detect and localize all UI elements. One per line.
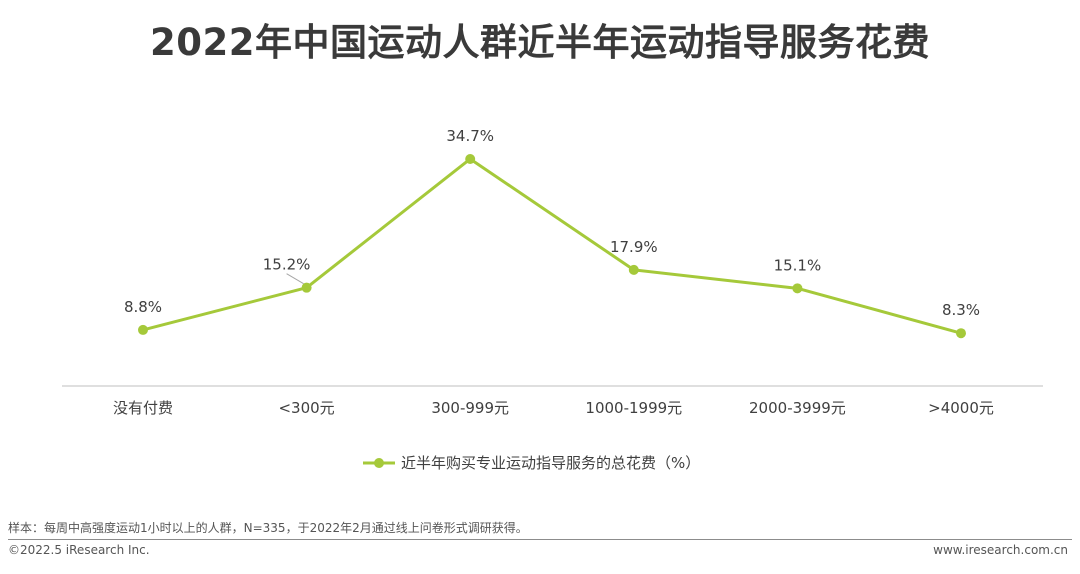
data-point-3 bbox=[628, 264, 639, 275]
data-label-5: 8.3% bbox=[942, 301, 980, 319]
data-point-5 bbox=[956, 328, 966, 339]
series-line bbox=[142, 157, 962, 335]
website-link[interactable]: www.iresearch.com.cn bbox=[933, 543, 1068, 557]
data-label-1: 15.2% bbox=[263, 256, 311, 274]
x-tick-label-3: 1000-1999元 bbox=[585, 399, 682, 417]
data-point-0 bbox=[138, 324, 148, 335]
x-tick-label-2: 300-999元 bbox=[431, 399, 509, 417]
data-label-leader bbox=[286, 273, 304, 285]
x-tick-label-0: 没有付费 bbox=[113, 399, 173, 417]
copyright: ©2022.5 iResearch Inc. bbox=[8, 543, 150, 557]
chart-title: 2022年中国运动人群近半年运动指导服务花费 bbox=[150, 21, 930, 64]
data-label-4: 15.1% bbox=[774, 256, 822, 274]
x-tick-label-1: <300元 bbox=[278, 399, 334, 417]
data-label-3: 17.9% bbox=[610, 238, 658, 256]
legend-marker bbox=[374, 458, 384, 468]
footer-divider bbox=[8, 539, 1072, 540]
data-label-2: 34.7% bbox=[446, 127, 494, 145]
data-point-1 bbox=[301, 282, 312, 293]
legend-label: 近半年购买专业运动指导服务的总花费（%） bbox=[401, 454, 700, 472]
data-point-2 bbox=[465, 153, 476, 164]
data-label-0: 8.8% bbox=[124, 298, 162, 316]
x-tick-label-4: 2000-3999元 bbox=[749, 399, 846, 417]
data-point-4 bbox=[792, 283, 803, 294]
sample-note: 样本：每周中高强度运动1小时以上的人群，N=335，于2022年2月通过线上问卷… bbox=[8, 521, 528, 535]
x-tick-label-5: >4000元 bbox=[928, 399, 994, 417]
